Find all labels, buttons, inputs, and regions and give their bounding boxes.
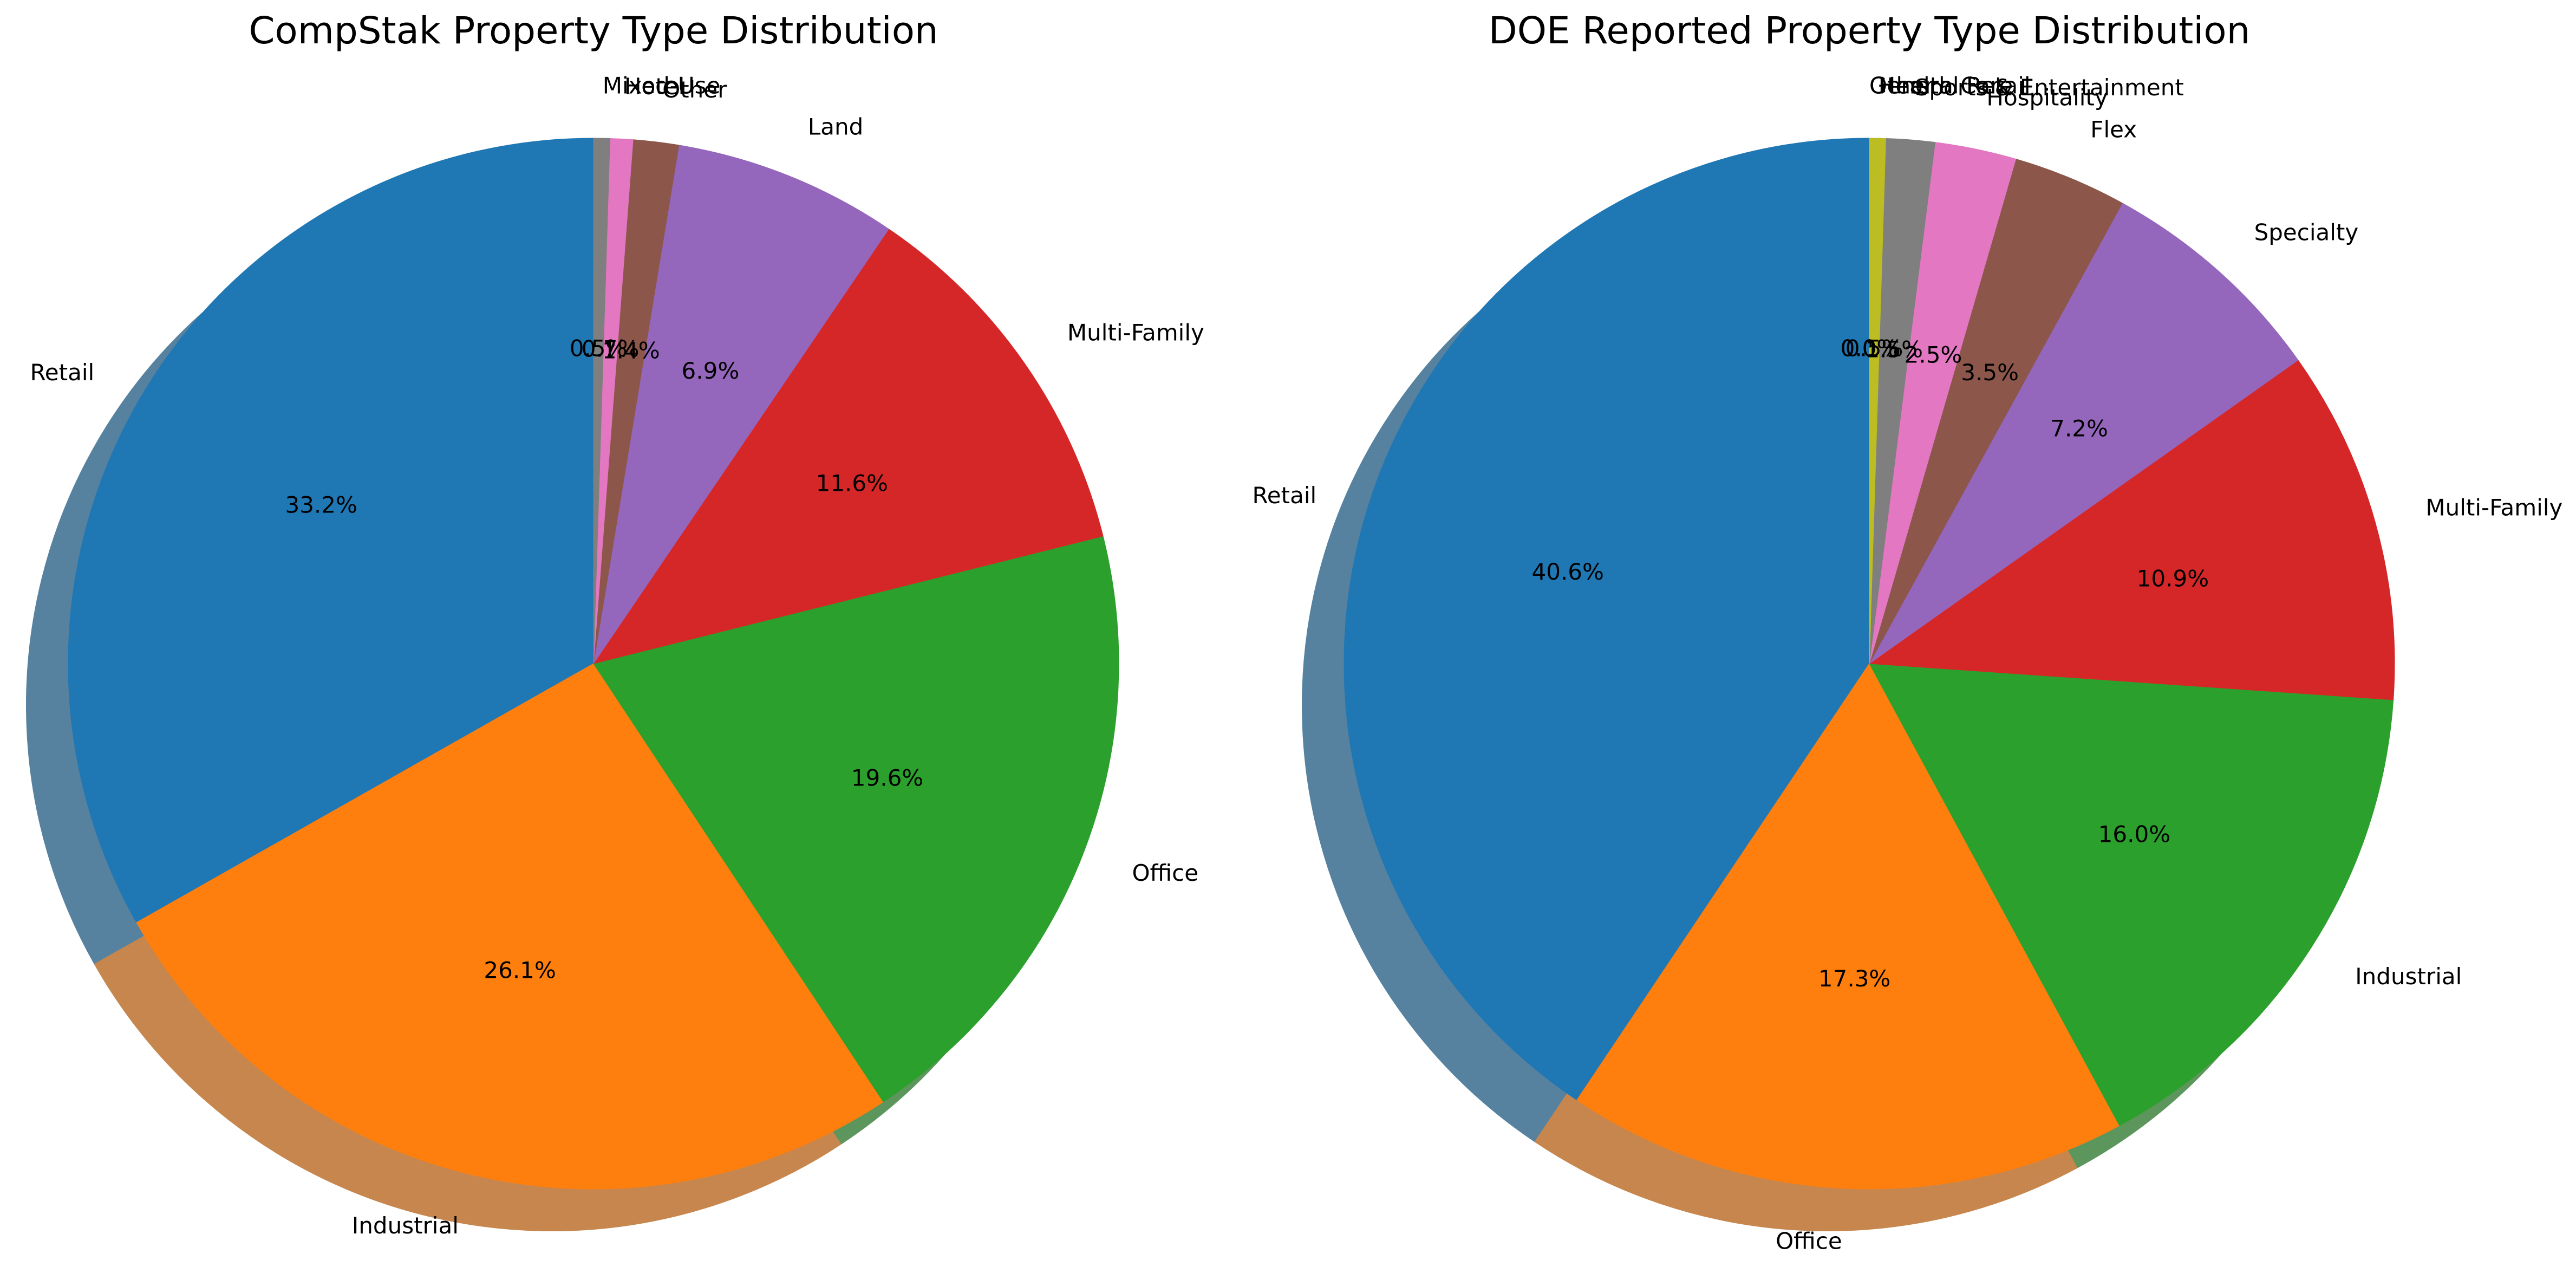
- pct-label-flex: 3.5%: [1961, 359, 2019, 386]
- slice-label-other: Other: [1869, 73, 1934, 99]
- pct-label-mixed-use: 0.5%: [570, 335, 628, 362]
- pct-label-retail: 40.6%: [1531, 558, 1603, 585]
- pie-slice-flex: [1869, 158, 2123, 664]
- slice-label-multi-family: Multi-Family: [1067, 320, 1204, 346]
- pie-slice-retail: [1344, 138, 1870, 1101]
- pct-label-health-care: 0.5%: [1845, 335, 1903, 362]
- slice-label-industrial: Industrial: [352, 1212, 459, 1239]
- pct-label-multi-family: 11.6%: [816, 470, 888, 496]
- pct-label-industrial: 16.0%: [2098, 821, 2170, 847]
- slice-label-industrial: Industrial: [2355, 963, 2462, 990]
- slice-label-specialty: Specialty: [2254, 219, 2359, 246]
- slice-label-general-retail: General Retail: [1869, 73, 2031, 99]
- pie-slice-land: [593, 145, 889, 664]
- pct-label-land: 6.9%: [682, 358, 740, 384]
- pie-wedges: [68, 138, 1119, 1190]
- pct-label-hotel: 0.7%: [582, 335, 640, 362]
- pct-label-multi-family: 10.9%: [2137, 565, 2209, 592]
- slice-label-flex: Flex: [2090, 116, 2137, 143]
- chart-title: CompStak Property Type Distribution: [249, 9, 938, 53]
- slice-label-multi-family: Multi-Family: [2425, 495, 2562, 521]
- compstak-pie-chart: Retail 33.2% Industrial 26.1% Office 19.6% Mul…: [26, 9, 1204, 1239]
- pct-label-office: 19.6%: [851, 764, 923, 791]
- slice-label-sports-entertainment: Sports & Entertainment: [1915, 74, 2184, 101]
- pie-slice-retail: [68, 138, 594, 923]
- pie-labels: Retail 33.2% Industrial 26.1% Office 19.6% Mul…: [30, 73, 1204, 1239]
- slice-label-mixed-use: Mixed-Use: [603, 73, 721, 99]
- slice-label-health-care: Health Care: [1879, 73, 2013, 99]
- slice-label-land: Land: [808, 114, 863, 140]
- pct-label-general-retail: 0.0%: [1841, 335, 1899, 362]
- slice-label-retail: Retail: [1253, 482, 1317, 509]
- chart-title: DOE Reported Property Type Distribution: [1489, 9, 2251, 53]
- pct-label-hospitality: 2.5%: [1905, 342, 1962, 368]
- pie-slice-multi-family: [592, 229, 1104, 664]
- pct-label-specialty: 7.2%: [2050, 415, 2108, 441]
- pie-slice-health-care: [1869, 138, 1886, 664]
- pie-wedges: [1344, 138, 2395, 1190]
- pie-labels: Retail 40.6% Office 17.3% Industrial 16.0% Mul…: [1253, 73, 2563, 1255]
- pie-slice-multi-family: [1868, 360, 2395, 700]
- pct-label-sports-entertainment: 1.5%: [1865, 336, 1923, 362]
- doe-pie-chart: Retail 40.6% Office 17.3% Industrial 16.0% Mul…: [1253, 9, 2563, 1254]
- pct-label-retail: 33.2%: [285, 491, 357, 518]
- pie-slice-office: [1576, 663, 2120, 1190]
- pct-label-other: 0.0%: [1841, 335, 1899, 362]
- slice-label-other: Other: [662, 76, 727, 103]
- pct-label-other: 1.4%: [602, 337, 660, 364]
- slice-label-hotel: Hotel: [624, 73, 684, 100]
- slice-label-office: Office: [1132, 860, 1199, 886]
- pie-slice-industrial: [1869, 663, 2394, 1126]
- pct-label-office: 17.3%: [1818, 965, 1890, 992]
- pie-slice-office: [593, 536, 1119, 1102]
- pie-slice-industrial: [136, 663, 884, 1190]
- pie-slice-mixed-use: [593, 138, 610, 664]
- slice-label-hospitality: Hospitality: [1986, 85, 2108, 111]
- pct-label-industrial: 26.1%: [484, 957, 556, 983]
- pie-slice-specialty: [1869, 203, 2299, 664]
- slice-label-retail: Retail: [30, 359, 95, 386]
- slice-label-office: Office: [1776, 1227, 1842, 1254]
